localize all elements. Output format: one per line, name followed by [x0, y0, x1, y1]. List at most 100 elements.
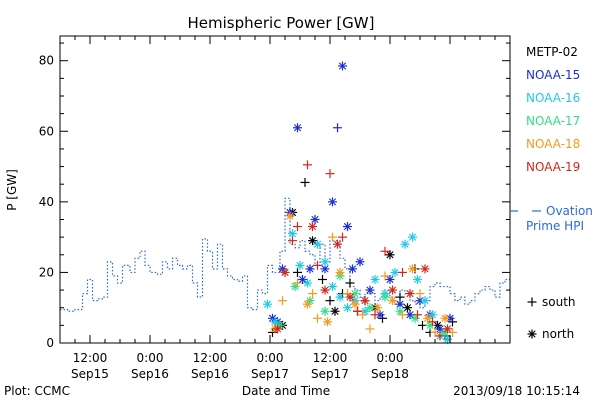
legend-item-noaa-16: NOAA-16: [526, 91, 580, 105]
point-noaa-16: [370, 274, 380, 284]
point-noaa-18: [415, 289, 425, 299]
point-noaa-16: [400, 239, 410, 249]
x-tick-label-time: 0:00: [377, 351, 404, 365]
x-tick-label-day: Sep18: [371, 367, 409, 381]
point-noaa-18: [430, 327, 440, 337]
legend-item-noaa-19: NOAA-19: [526, 160, 580, 174]
point-noaa-19: [338, 232, 347, 242]
x-axis-label: Date and Time: [242, 384, 330, 398]
footer-timestamp: 2013/09/18 10:15:14: [453, 384, 580, 398]
point-noaa-19: [413, 310, 422, 320]
point-noaa-16: [420, 296, 430, 306]
marker-legend-north: north: [542, 327, 574, 341]
point-noaa-15: [305, 264, 315, 274]
point-noaa-15: [338, 61, 347, 71]
y-tick-label: 80: [39, 54, 54, 68]
point-metp-02: [345, 278, 355, 288]
point-noaa-19: [288, 236, 297, 246]
point-noaa-16: [263, 299, 272, 309]
point-noaa-16: [408, 232, 417, 242]
point-noaa-18: [408, 264, 417, 274]
point-noaa-18: [303, 299, 312, 309]
point-noaa-16: [303, 278, 312, 288]
y-tick-label: 60: [39, 124, 54, 138]
point-noaa-19: [313, 260, 322, 270]
point-metp-02: [385, 250, 395, 260]
point-noaa-18: [440, 313, 450, 323]
point-noaa-18: [380, 271, 390, 281]
point-noaa-15: [348, 264, 357, 274]
y-tick-label: 40: [39, 195, 54, 209]
point-noaa-18: [358, 310, 367, 320]
point-noaa-18: [308, 289, 317, 299]
ovation-legend-label-2: Prime HPI: [526, 219, 584, 233]
point-noaa-16: [313, 239, 322, 249]
point-noaa-19: [303, 160, 312, 170]
point-noaa-17: [320, 306, 330, 316]
point-noaa-15: [355, 257, 365, 267]
legend-item-noaa-17: NOAA-17: [526, 114, 580, 128]
x-tick-label-time: 0:00: [137, 351, 164, 365]
point-noaa-19: [435, 331, 445, 341]
point-noaa-18: [278, 296, 287, 306]
point-noaa-18: [448, 327, 457, 337]
point-metp-02: [308, 236, 317, 246]
legend: METP-02 NOAA-15 NOAA-16 NOAA-17 NOAA-18 NOAA-…: [510, 45, 593, 341]
point-noaa-19: [405, 289, 415, 299]
point-noaa-19: [320, 285, 330, 295]
point-noaa-16: [343, 303, 352, 313]
point-metp-02: [293, 267, 302, 277]
legend-item-noaa-18: NOAA-18: [526, 137, 580, 151]
point-noaa-19: [443, 324, 452, 334]
point-noaa-16: [295, 260, 305, 270]
point-noaa-19: [388, 285, 397, 295]
x-tick-label-day: Sep17: [311, 367, 349, 381]
ovation-legend-label-1: Ovation: [546, 204, 593, 218]
point-noaa-18: [285, 211, 295, 221]
marker-legend-south: south: [542, 295, 576, 309]
point-noaa-19: [308, 222, 317, 232]
point-noaa-16: [413, 274, 422, 284]
point-metp-02: [330, 306, 340, 316]
point-noaa-15: [310, 214, 320, 224]
point-noaa-15: [298, 274, 307, 284]
point-noaa-18: [323, 317, 332, 327]
point-noaa-18: [313, 313, 322, 323]
x-tick-label-time: 12:00: [73, 351, 108, 365]
point-noaa-19: [370, 310, 380, 320]
legend-item-noaa-15: NOAA-15: [526, 68, 580, 82]
chart-title: Hemispheric Power [GW]: [188, 14, 375, 32]
point-noaa-19: [280, 267, 290, 277]
point-noaa-16: [335, 292, 345, 302]
point-noaa-19: [380, 246, 390, 256]
ovation-hpi-line: [60, 197, 510, 312]
y-tick-label: 0: [46, 336, 54, 350]
point-noaa-15: [293, 123, 302, 133]
point-noaa-19: [325, 169, 335, 179]
x-tick-label-time: 12:00: [313, 351, 348, 365]
point-noaa-19: [420, 264, 430, 274]
marker-legend-north-icon: [527, 329, 537, 339]
point-noaa-19: [333, 239, 342, 249]
point-noaa-19: [345, 292, 355, 302]
plot-frame: [59, 35, 511, 344]
point-noaa-18: [350, 299, 360, 309]
point-noaa-19: [273, 324, 282, 334]
series-layer: [60, 61, 510, 344]
point-noaa-15: [343, 222, 352, 232]
point-noaa-15: [365, 285, 375, 295]
point-noaa-18: [423, 313, 432, 323]
point-noaa-18: [373, 303, 382, 313]
x-tick-label-time: 12:00: [193, 351, 228, 365]
point-noaa-15: [333, 123, 342, 133]
point-noaa-19: [428, 317, 437, 327]
point-noaa-18: [388, 296, 397, 306]
footer-plot-source: Plot: CCMC: [4, 384, 70, 398]
point-noaa-15: [328, 197, 337, 207]
point-noaa-19: [293, 222, 302, 232]
point-noaa-16: [328, 282, 337, 292]
point-noaa-19: [353, 306, 362, 316]
marker-legend-south-icon: [527, 297, 537, 307]
point-noaa-18: [335, 267, 345, 277]
